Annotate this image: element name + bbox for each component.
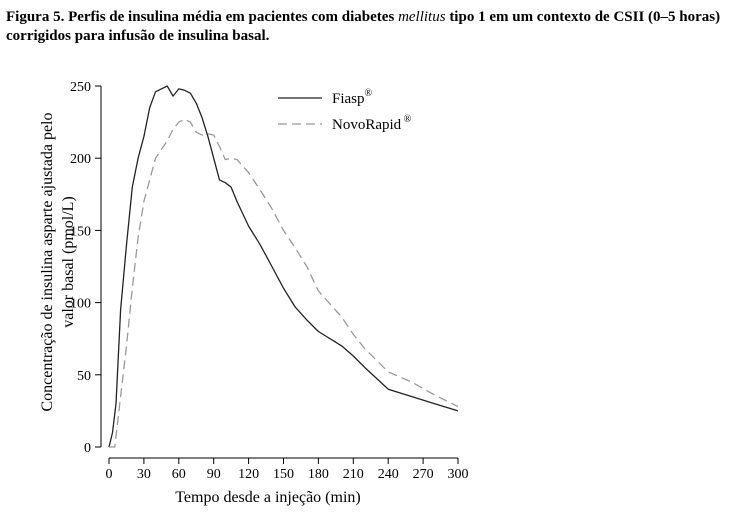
x-tick-label: 60 bbox=[172, 467, 186, 482]
caption-italic: mellitus bbox=[398, 9, 446, 25]
legend-label-novorapid: NovoRapid ® bbox=[332, 114, 412, 133]
x-tick-label: 120 bbox=[238, 467, 259, 482]
series-line-novorapid bbox=[109, 118, 459, 448]
y-tick-label: 100 bbox=[70, 297, 91, 312]
x-tick-label: 90 bbox=[207, 467, 221, 482]
x-tick-label: 150 bbox=[273, 467, 294, 482]
x-tick-label: 240 bbox=[378, 467, 399, 482]
y-axis-title: Concentração de insulina asparte ajustad… bbox=[39, 113, 77, 412]
y-ticks: 0 50 100 150 200 250 bbox=[70, 80, 101, 456]
y-axis-title-line: valor basal (pmol/L) bbox=[60, 196, 77, 328]
x-tick-label: 210 bbox=[343, 467, 364, 482]
figure-caption: Figura 5. Perfis de insulina média em pa… bbox=[6, 9, 721, 44]
y-tick-label: 150 bbox=[70, 224, 91, 239]
legend-label-fiasp: Fiasp® bbox=[332, 88, 373, 107]
y-tick-label: 0 bbox=[84, 441, 91, 456]
x-tick-label: 270 bbox=[413, 467, 434, 482]
x-tick-label: 180 bbox=[308, 467, 329, 482]
y-tick-label: 250 bbox=[70, 80, 91, 95]
legend: Fiasp® NovoRapid ® bbox=[278, 88, 412, 133]
legend-registered-mark: ® bbox=[401, 114, 412, 125]
x-ticks: 0 30 60 90 120 150 180 210 240 270 300 bbox=[106, 458, 469, 482]
legend-registered-mark: ® bbox=[365, 88, 373, 99]
x-tick-label: 0 bbox=[106, 467, 113, 482]
y-tick-label: 200 bbox=[70, 152, 91, 167]
series-line-fiasp bbox=[108, 85, 459, 448]
x-tick-label: 300 bbox=[448, 467, 469, 482]
x-tick-label: 30 bbox=[137, 467, 151, 482]
svg-text:Concentração de insulina aspar: Concentração de insulina asparte ajustad… bbox=[39, 113, 77, 412]
y-tick-label: 50 bbox=[77, 369, 91, 384]
y-axis-title-line: Concentração de insulina asparte ajustad… bbox=[39, 113, 56, 412]
series-layer bbox=[108, 85, 459, 448]
x-axis-title: Tempo desde a injeção (min) bbox=[175, 489, 360, 506]
